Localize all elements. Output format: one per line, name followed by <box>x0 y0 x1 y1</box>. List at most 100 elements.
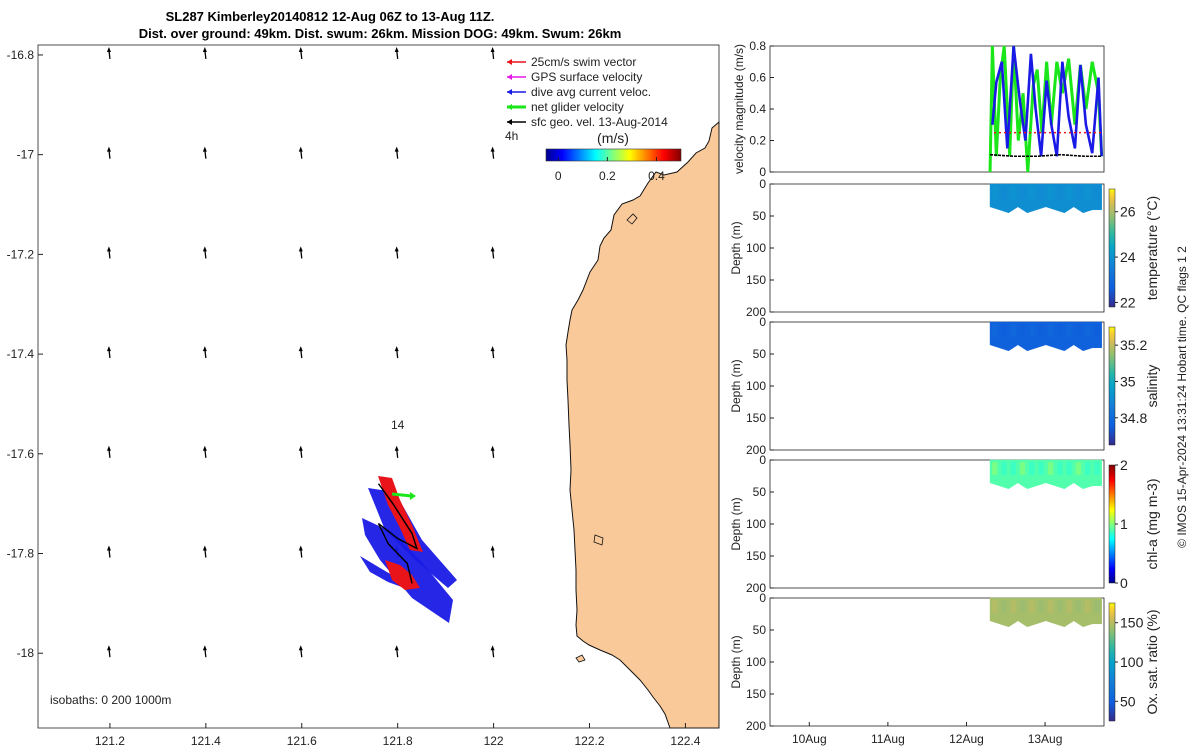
profile-texture <box>992 600 998 613</box>
profile-colorbar-tick-label: 50 <box>1120 693 1136 709</box>
profile-texture <box>1010 600 1016 613</box>
profile-colorbar-tick-label: 26 <box>1120 204 1136 220</box>
legend-label: GPS surface velocity <box>531 70 642 84</box>
geo-vector-head <box>106 545 111 551</box>
geo-vector-head <box>394 246 399 252</box>
date-tick-label: 11Aug <box>871 732 905 746</box>
map-y-tick-label: -17 <box>17 148 35 162</box>
geo-vector-head <box>298 246 303 252</box>
profile-y-tick-label: 50 <box>753 347 767 361</box>
profile-y-tick-label: 150 <box>746 411 766 425</box>
geo-vector-head <box>298 346 303 352</box>
profile-y-tick-label: 150 <box>746 687 766 701</box>
profile-panels: 0 50 100 150 200 Depth (m) 22 24 26 temperature (… <box>729 177 1160 746</box>
profile-section <box>989 183 1102 214</box>
profile-texture <box>1075 324 1082 337</box>
title-line-2: Dist. over ground: 49km. Dist. swum: 26k… <box>139 26 622 41</box>
profile-texture <box>1038 324 1044 337</box>
profile-texture <box>1019 324 1026 337</box>
profile-texture <box>1038 186 1044 199</box>
geo-vector-head <box>394 346 399 352</box>
profile-colorbar-tick-label: 35.2 <box>1120 337 1147 353</box>
geo-vector-head <box>298 645 303 651</box>
profile-y-tick-label: 50 <box>753 485 767 499</box>
profile-y-tick-label: 0 <box>759 453 766 467</box>
velocity-y-tick-label: 0.4 <box>749 102 766 116</box>
glider-track <box>377 483 419 584</box>
geo-vector-head <box>298 545 303 551</box>
geo-vector-head <box>298 146 303 152</box>
profile-y-tick-label: 150 <box>746 549 766 563</box>
coast-islet <box>593 534 604 546</box>
dive-current-swath <box>362 518 453 623</box>
velocity-series-line <box>991 45 1103 157</box>
geo-vector-head <box>106 146 111 152</box>
velocity-y-tick-label: 0.2 <box>749 134 766 148</box>
map-x-tick-label: 121.8 <box>383 734 413 748</box>
profile-texture <box>1094 600 1100 613</box>
profile-texture <box>1029 462 1035 475</box>
coast-islet <box>626 213 638 225</box>
legend-swatch-head <box>507 104 512 110</box>
profile-colorbar-tick-label: 22 <box>1120 294 1136 310</box>
profile-texture <box>1047 324 1054 337</box>
geo-vector-head <box>106 246 111 252</box>
profile-y-tick-label: 0 <box>759 177 766 191</box>
profile-ylabel: Depth (m) <box>729 635 743 688</box>
geo-vector-head <box>202 445 207 451</box>
legend-swatch-head <box>507 59 512 65</box>
velocity-panel: 0 0.2 0.4 0.6 0.8 velocity magnitude (m/s) <box>732 39 1105 179</box>
geo-vector-head <box>106 346 111 352</box>
geo-vector-head <box>394 46 399 52</box>
profile-texture <box>1047 186 1054 199</box>
geo-vector-head <box>106 445 111 451</box>
profile-y-tick-label: 200 <box>746 581 766 595</box>
profile-colorbar-label: chl-a (mg m-3) <box>1144 478 1160 569</box>
map-y-tick-label: -18 <box>17 646 35 660</box>
geo-vector-head <box>490 146 495 152</box>
title-line-1: SL287 Kimberley20140812 12-Aug 06Z to 13… <box>166 9 495 24</box>
time-annotation: 14 <box>391 418 405 432</box>
velocity-y-tick-label: 0.6 <box>749 71 766 85</box>
profile-y-tick-label: 0 <box>759 591 766 605</box>
profile-section <box>989 597 1102 628</box>
land-mass <box>565 120 720 729</box>
map-frame <box>37 44 720 729</box>
profile-texture <box>1001 462 1007 475</box>
profile-colorbar-tick-label: 0 <box>1120 575 1128 591</box>
profile-texture <box>1094 462 1100 475</box>
profile-texture <box>1066 462 1072 475</box>
colorbar-tick-label: 0 <box>555 169 562 183</box>
profile-colorbar <box>1108 464 1116 584</box>
geo-vector-head <box>490 545 495 551</box>
profile-colorbar-tick-label: 150 <box>1120 615 1144 631</box>
profile-texture <box>992 324 998 337</box>
profile-y-tick-label: 0 <box>759 315 766 329</box>
profile-texture <box>1057 600 1063 613</box>
geo-vector-head <box>202 46 207 52</box>
profile-texture <box>1085 462 1091 475</box>
profile-texture <box>1047 600 1054 613</box>
geo-vector-head <box>490 645 495 651</box>
profile-colorbar <box>1108 326 1116 446</box>
profile-colorbar-tick-label: 100 <box>1120 654 1144 670</box>
geo-vector-head <box>490 46 495 52</box>
profile-colorbar-label: temperature (°C) <box>1144 196 1160 300</box>
profile-colorbar-tick-label: 24 <box>1120 249 1136 265</box>
profile-texture <box>1085 324 1091 337</box>
profile-texture <box>1029 324 1035 337</box>
map-x-tick-label: 122.4 <box>670 734 700 748</box>
profile-texture <box>1094 324 1100 337</box>
geo-vector-head <box>298 445 303 451</box>
glider-swath <box>360 476 457 623</box>
geo-vector-head <box>202 146 207 152</box>
profile-texture <box>1010 324 1016 337</box>
profile-texture <box>1001 600 1007 613</box>
profile-y-tick-label: 150 <box>746 273 766 287</box>
date-tick-label: 13Aug <box>1028 732 1063 746</box>
map-panel: 14 121.2 121.4 121.6 121.8 122 122.2 122.4 -16… <box>7 44 720 748</box>
profile-texture <box>1066 186 1072 199</box>
profile-texture <box>1085 600 1091 613</box>
profile-y-tick-label: 200 <box>746 305 766 319</box>
velocity-y-tick-label: 0.8 <box>749 39 766 53</box>
